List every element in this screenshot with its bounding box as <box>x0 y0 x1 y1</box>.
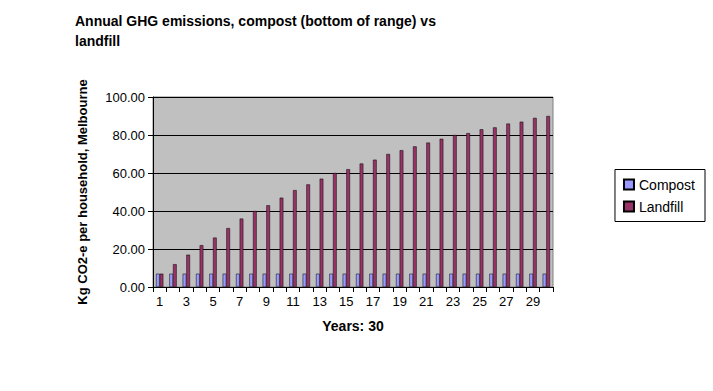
svg-text:29: 29 <box>526 294 540 309</box>
svg-text:80.00: 80.00 <box>112 128 145 143</box>
svg-text:landfill: landfill <box>75 33 120 49</box>
svg-text:17: 17 <box>366 294 380 309</box>
svg-text:19: 19 <box>392 294 406 309</box>
svg-text:11: 11 <box>286 294 300 309</box>
svg-text:Annual GHG emissions, compost: Annual GHG emissions, compost (bottom of… <box>75 13 440 29</box>
svg-text:21: 21 <box>419 294 433 309</box>
svg-text:20.00: 20.00 <box>112 242 145 257</box>
svg-text:23: 23 <box>446 294 460 309</box>
svg-text:15: 15 <box>339 294 353 309</box>
svg-text:Compost: Compost <box>639 177 695 193</box>
svg-text:Landfill: Landfill <box>639 199 683 215</box>
svg-text:3: 3 <box>183 294 190 309</box>
svg-text:27: 27 <box>499 294 513 309</box>
svg-text:100.00: 100.00 <box>105 90 145 105</box>
svg-text:7: 7 <box>236 294 243 309</box>
svg-text:60.00: 60.00 <box>112 166 145 181</box>
svg-text:0.00: 0.00 <box>120 280 145 295</box>
svg-text:1: 1 <box>156 294 163 309</box>
svg-text:40.00: 40.00 <box>112 204 145 219</box>
svg-text:25: 25 <box>472 294 486 309</box>
svg-text:5: 5 <box>209 294 216 309</box>
svg-text:Kg CO2-e per household, Melbou: Kg CO2-e per household, Melbourne <box>75 79 90 304</box>
svg-text:Years: 30: Years: 30 <box>322 318 384 334</box>
svg-text:9: 9 <box>263 294 270 309</box>
svg-text:13: 13 <box>312 294 326 309</box>
